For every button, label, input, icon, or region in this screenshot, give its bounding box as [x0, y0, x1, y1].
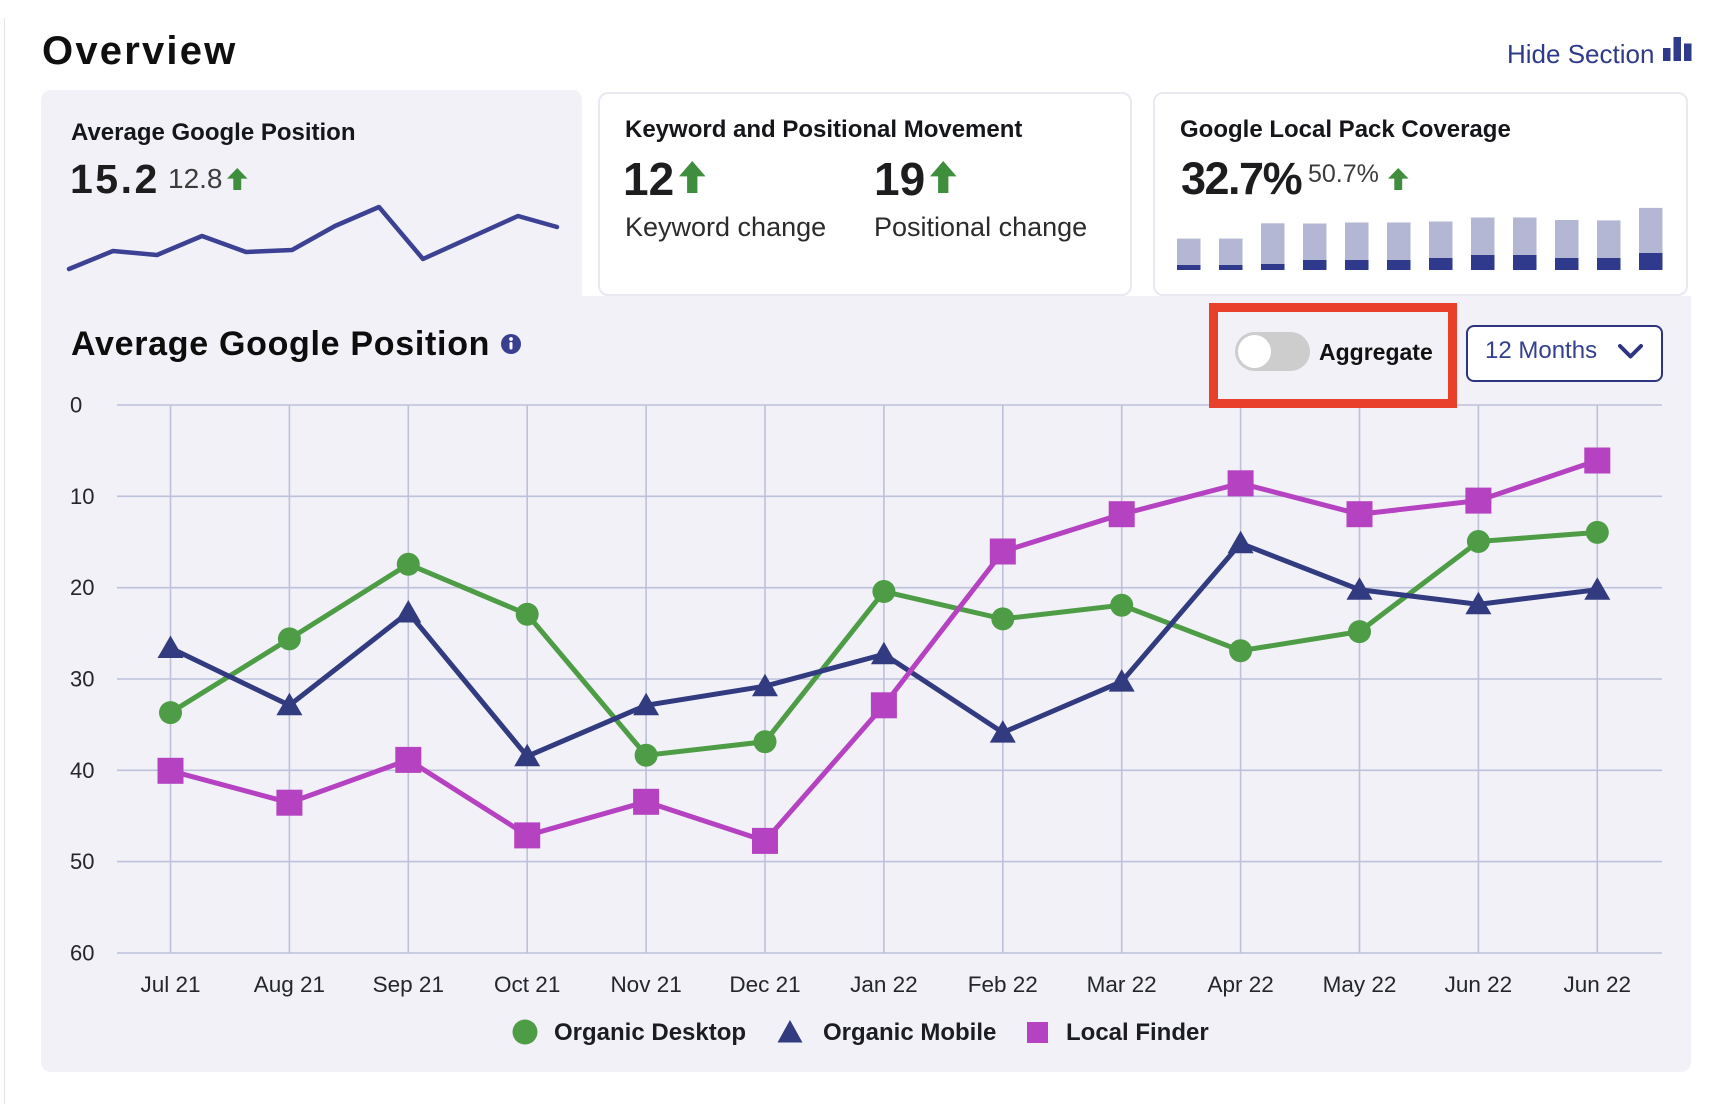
- svg-text:Jul 21: Jul 21: [140, 972, 200, 997]
- svg-text:Local Finder: Local Finder: [1066, 1019, 1209, 1046]
- svg-text:May 22: May 22: [1323, 972, 1397, 997]
- svg-text:30: 30: [70, 667, 94, 692]
- svg-text:Dec 21: Dec 21: [729, 972, 800, 997]
- svg-text:Aug 21: Aug 21: [254, 972, 325, 997]
- svg-text:Feb 22: Feb 22: [968, 972, 1038, 997]
- svg-text:50: 50: [70, 849, 94, 874]
- svg-text:0: 0: [70, 393, 82, 418]
- svg-text:Organic Mobile: Organic Mobile: [823, 1019, 996, 1046]
- svg-text:Oct 21: Oct 21: [494, 972, 560, 997]
- svg-text:20: 20: [70, 575, 94, 600]
- svg-text:Apr 22: Apr 22: [1207, 972, 1273, 997]
- svg-text:Mar 22: Mar 22: [1087, 972, 1157, 997]
- svg-text:Jan 22: Jan 22: [850, 972, 918, 997]
- svg-text:Nov 21: Nov 21: [610, 972, 681, 997]
- svg-text:Jun 22: Jun 22: [1445, 972, 1513, 997]
- svg-text:60: 60: [70, 941, 94, 966]
- svg-text:Organic Desktop: Organic Desktop: [554, 1019, 746, 1046]
- svg-text:Jun 22: Jun 22: [1564, 972, 1632, 997]
- svg-text:10: 10: [70, 484, 94, 509]
- svg-text:40: 40: [70, 758, 94, 783]
- svg-text:Sep 21: Sep 21: [373, 972, 444, 997]
